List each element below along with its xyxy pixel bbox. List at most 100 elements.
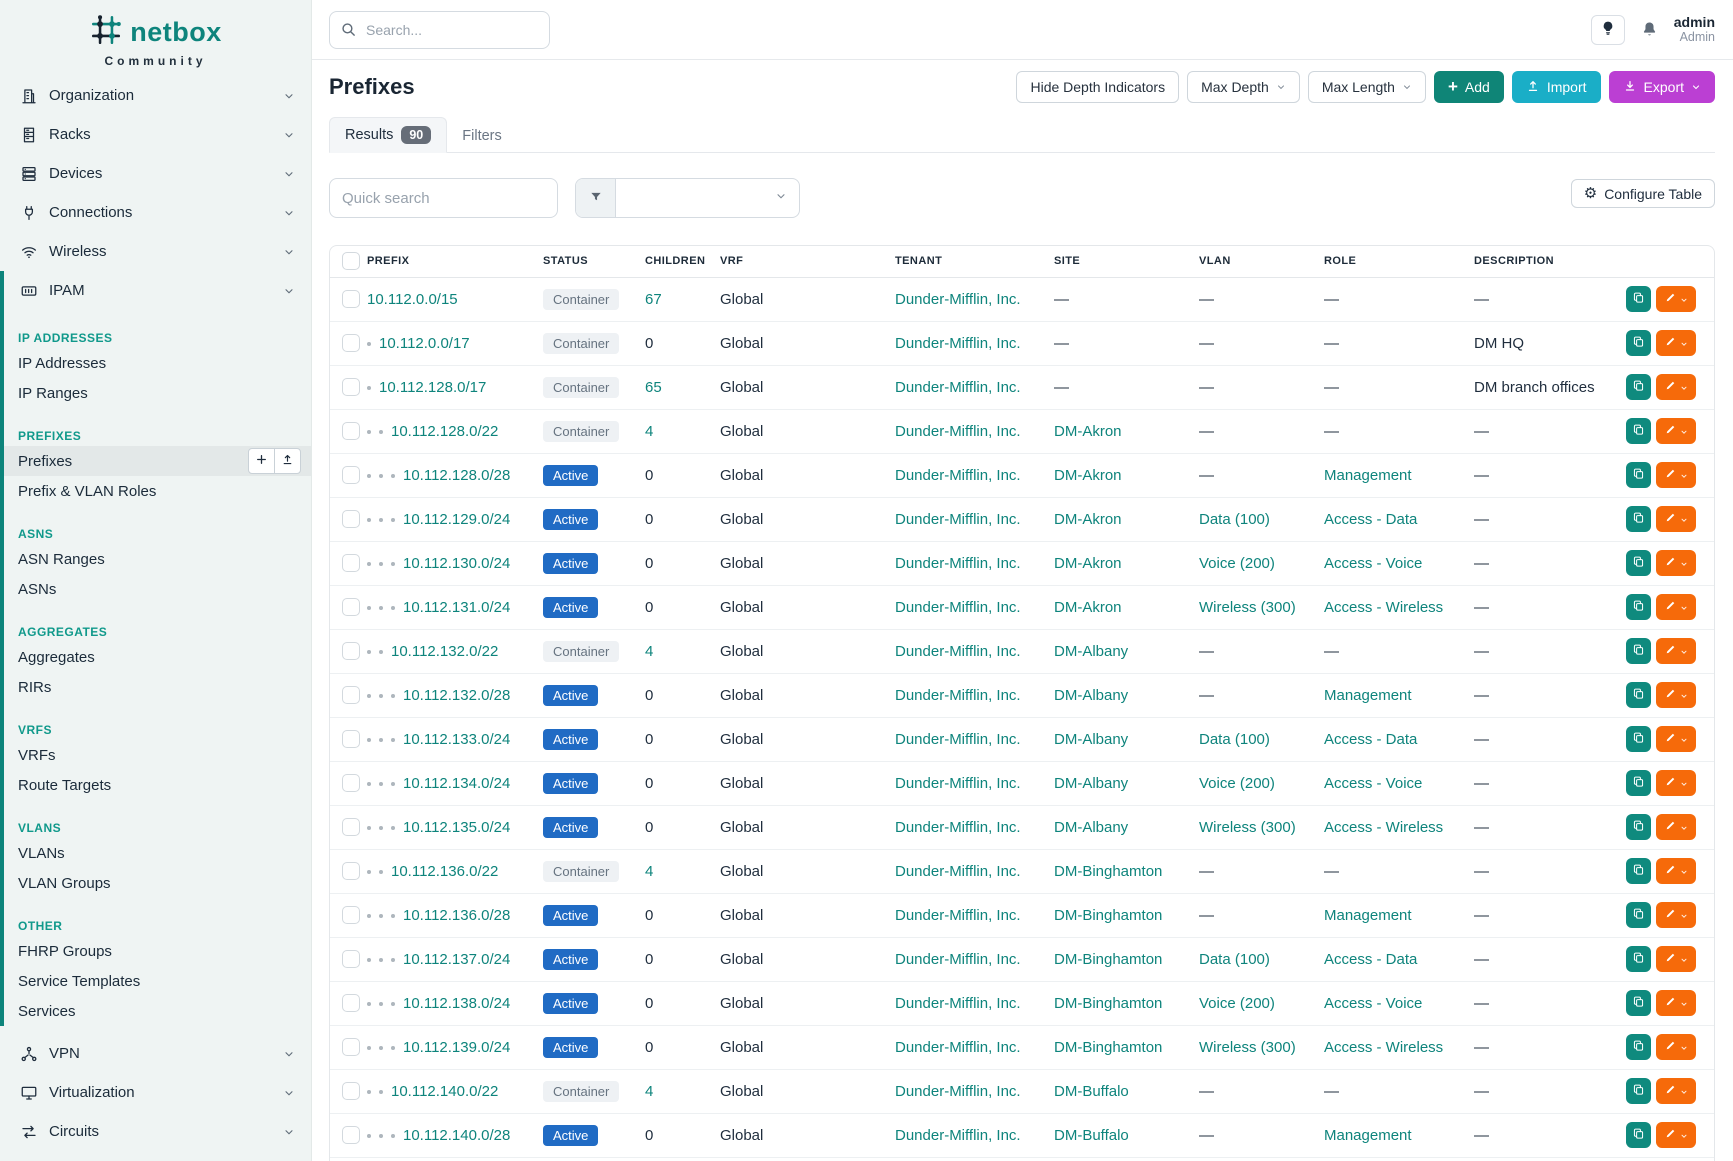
row-checkbox[interactable]: [342, 334, 360, 352]
prefix-link[interactable]: 10.112.132.0/28: [403, 687, 510, 704]
site-link[interactable]: DM-Akron: [1054, 599, 1122, 616]
site-link[interactable]: DM-Albany: [1054, 687, 1128, 704]
children-count-link[interactable]: 4: [645, 863, 653, 880]
site-link[interactable]: DM-Binghamton: [1054, 995, 1162, 1012]
site-link[interactable]: DM-Akron: [1054, 423, 1122, 440]
max-depth-button[interactable]: Max Depth: [1187, 71, 1300, 103]
edit-button[interactable]: [1656, 770, 1696, 796]
prefix-link[interactable]: 10.112.139.0/24: [403, 1039, 510, 1056]
column-header-site[interactable]: SITE: [1054, 246, 1199, 277]
tenant-link[interactable]: Dunder-Mifflin, Inc.: [895, 643, 1021, 660]
tenant-link[interactable]: Dunder-Mifflin, Inc.: [895, 819, 1021, 836]
edit-button[interactable]: [1656, 902, 1696, 928]
select-all-checkbox[interactable]: [342, 252, 360, 270]
tenant-link[interactable]: Dunder-Mifflin, Inc.: [895, 995, 1021, 1012]
tenant-link[interactable]: Dunder-Mifflin, Inc.: [895, 951, 1021, 968]
role-link[interactable]: Management: [1324, 907, 1412, 924]
children-count-link[interactable]: 4: [645, 643, 653, 660]
copy-button[interactable]: [1626, 594, 1651, 620]
sidebar-item-services[interactable]: Services: [4, 996, 311, 1026]
sidebar-item-organization[interactable]: Organization: [0, 76, 311, 115]
edit-button[interactable]: [1656, 638, 1696, 664]
column-header-description[interactable]: DESCRIPTION: [1474, 246, 1626, 277]
edit-button[interactable]: [1656, 286, 1696, 312]
export-button[interactable]: Export: [1609, 71, 1715, 103]
column-header-role[interactable]: ROLE: [1324, 246, 1474, 277]
copy-button[interactable]: [1626, 814, 1651, 840]
sidebar-item-asns[interactable]: ASNs: [4, 574, 311, 604]
sidebar-item-ipam[interactable]: IPAM: [4, 271, 311, 310]
role-link[interactable]: Access - Data: [1324, 731, 1417, 748]
edit-button[interactable]: [1656, 1122, 1696, 1148]
site-link[interactable]: DM-Buffalo: [1054, 1083, 1129, 1100]
column-header-vrf[interactable]: VRF: [720, 246, 895, 277]
row-checkbox[interactable]: [342, 1082, 360, 1100]
copy-button[interactable]: [1626, 330, 1651, 356]
edit-button[interactable]: [1656, 1078, 1696, 1104]
prefix-link[interactable]: 10.112.135.0/24: [403, 819, 510, 836]
row-checkbox[interactable]: [342, 466, 360, 484]
copy-button[interactable]: [1626, 1122, 1651, 1148]
tenant-link[interactable]: Dunder-Mifflin, Inc.: [895, 1083, 1021, 1100]
tenant-link[interactable]: Dunder-Mifflin, Inc.: [895, 335, 1021, 352]
edit-button[interactable]: [1656, 858, 1696, 884]
tenant-link[interactable]: Dunder-Mifflin, Inc.: [895, 731, 1021, 748]
theme-toggle-button[interactable]: [1591, 15, 1625, 45]
children-count-link[interactable]: 67: [645, 291, 662, 308]
children-count-link[interactable]: 4: [645, 423, 653, 440]
row-checkbox[interactable]: [342, 950, 360, 968]
site-link[interactable]: DM-Albany: [1054, 643, 1128, 660]
sidebar-item-service-templates[interactable]: Service Templates: [4, 966, 311, 996]
prefixes-import-button[interactable]: [274, 448, 301, 474]
copy-button[interactable]: [1626, 770, 1651, 796]
import-button[interactable]: Import: [1512, 71, 1601, 103]
sidebar-item-vpn[interactable]: VPN: [0, 1034, 311, 1073]
site-link[interactable]: DM-Buffalo: [1054, 1127, 1129, 1144]
copy-button[interactable]: [1626, 682, 1651, 708]
copy-button[interactable]: [1626, 902, 1651, 928]
vlan-link[interactable]: Voice (200): [1199, 555, 1275, 572]
tab-results[interactable]: Results 90: [329, 117, 447, 153]
children-count-link[interactable]: 65: [645, 379, 662, 396]
saved-filter-select[interactable]: [616, 179, 799, 217]
edit-button[interactable]: [1656, 814, 1696, 840]
prefix-link[interactable]: 10.112.133.0/24: [403, 731, 510, 748]
prefix-link[interactable]: 10.112.128.0/28: [403, 467, 510, 484]
copy-button[interactable]: [1626, 858, 1651, 884]
site-link[interactable]: DM-Albany: [1054, 731, 1128, 748]
row-checkbox[interactable]: [342, 1126, 360, 1144]
prefix-link[interactable]: 10.112.129.0/24: [403, 511, 510, 528]
sidebar-item-route-targets[interactable]: Route Targets: [4, 770, 311, 800]
row-checkbox[interactable]: [342, 994, 360, 1012]
column-header-tenant[interactable]: TENANT: [895, 246, 1054, 277]
copy-button[interactable]: [1626, 1034, 1651, 1060]
tenant-link[interactable]: Dunder-Mifflin, Inc.: [895, 423, 1021, 440]
edit-button[interactable]: [1656, 946, 1696, 972]
site-link[interactable]: DM-Albany: [1054, 819, 1128, 836]
edit-button[interactable]: [1656, 594, 1696, 620]
sidebar-item-ip-addresses[interactable]: IP Addresses: [4, 348, 311, 378]
site-link[interactable]: DM-Binghamton: [1054, 1039, 1162, 1056]
global-search-input[interactable]: [329, 11, 550, 49]
sidebar-item-connections[interactable]: Connections: [0, 193, 311, 232]
copy-button[interactable]: [1626, 1078, 1651, 1104]
vlan-link[interactable]: Wireless (300): [1199, 819, 1296, 836]
row-checkbox[interactable]: [342, 378, 360, 396]
prefix-link[interactable]: 10.112.132.0/22: [391, 643, 498, 660]
sidebar-item-ip-ranges[interactable]: IP Ranges: [4, 378, 311, 408]
prefix-link[interactable]: 10.112.136.0/28: [403, 907, 510, 924]
site-link[interactable]: DM-Binghamton: [1054, 951, 1162, 968]
vlan-link[interactable]: Wireless (300): [1199, 1039, 1296, 1056]
prefix-link[interactable]: 10.112.0.0/17: [379, 335, 470, 352]
edit-button[interactable]: [1656, 550, 1696, 576]
sidebar-item-vlan-groups[interactable]: VLAN Groups: [4, 868, 311, 898]
role-link[interactable]: Management: [1324, 1127, 1412, 1144]
site-link[interactable]: DM-Albany: [1054, 775, 1128, 792]
sidebar-item-fhrp-groups[interactable]: FHRP Groups: [4, 936, 311, 966]
column-header-vlan[interactable]: VLAN: [1199, 246, 1324, 277]
tenant-link[interactable]: Dunder-Mifflin, Inc.: [895, 467, 1021, 484]
copy-button[interactable]: [1626, 374, 1651, 400]
sidebar-item-prefix-vlan-roles[interactable]: Prefix & VLAN Roles: [4, 476, 311, 506]
role-link[interactable]: Access - Data: [1324, 511, 1417, 528]
prefix-link[interactable]: 10.112.0.0/15: [367, 291, 458, 308]
